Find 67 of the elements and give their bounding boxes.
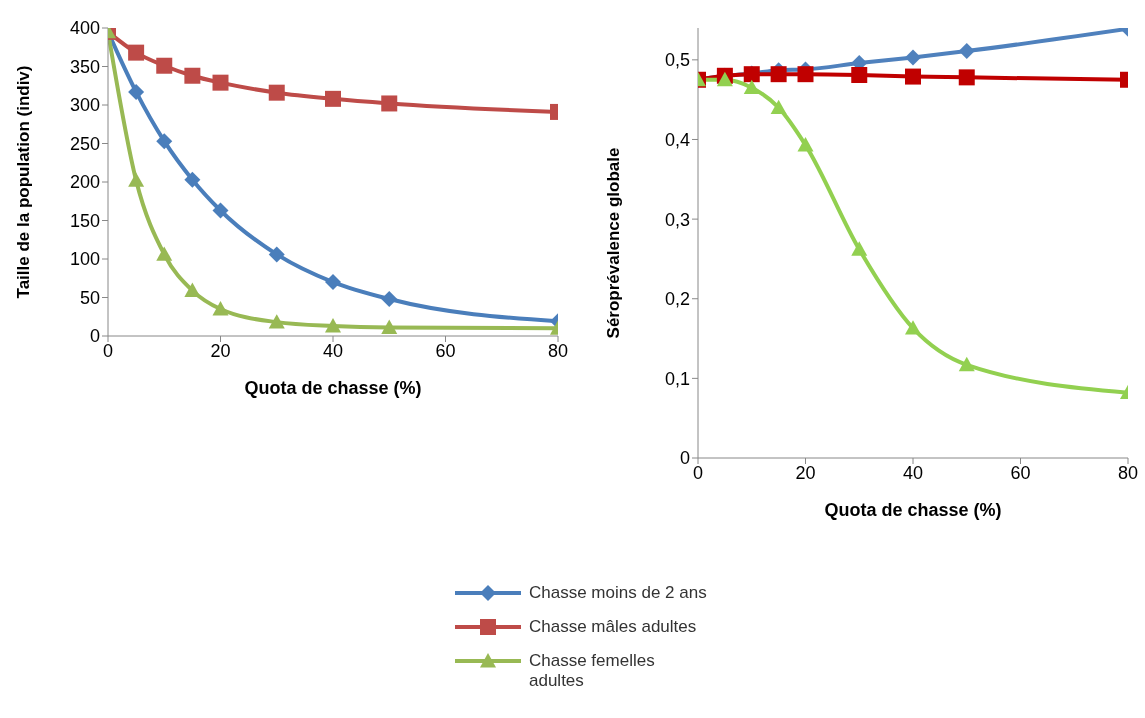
y-tick-label: 400 bbox=[69, 18, 100, 39]
point bbox=[905, 49, 921, 66]
y-tick-label: 0,5 bbox=[664, 50, 690, 71]
x-tick-label: 20 bbox=[795, 462, 816, 483]
point bbox=[212, 74, 229, 91]
y-tick-label: 0,2 bbox=[664, 289, 690, 310]
x-tick-label: 40 bbox=[322, 340, 344, 361]
point bbox=[716, 71, 733, 87]
x-axis-title: Quota de chasse (%) bbox=[824, 500, 1002, 520]
y-tick-label: 0,1 bbox=[664, 368, 690, 389]
point bbox=[184, 282, 201, 297]
point bbox=[905, 68, 921, 85]
point bbox=[958, 43, 975, 60]
point bbox=[743, 79, 760, 95]
point bbox=[381, 319, 398, 334]
x-tick-label: 0 bbox=[692, 462, 704, 483]
point bbox=[268, 314, 285, 329]
y-tick-label: 300 bbox=[69, 95, 100, 116]
x-tick-label: 60 bbox=[1010, 462, 1031, 483]
point bbox=[268, 246, 285, 263]
legend-label: Chasse femelles adultes bbox=[529, 651, 656, 691]
point bbox=[381, 95, 398, 112]
point bbox=[156, 57, 173, 74]
legend-label: Chasse moins de 2 ans bbox=[529, 583, 708, 603]
x-axis-title: Quota de chasse (%) bbox=[244, 378, 422, 398]
y-tick-label: 0 bbox=[89, 326, 100, 347]
point bbox=[128, 172, 145, 187]
point bbox=[268, 84, 285, 101]
y-tick-label: 250 bbox=[69, 133, 100, 154]
y-tick-label: 0 bbox=[679, 448, 690, 469]
x-tick-label: 20 bbox=[210, 340, 231, 361]
y-tick-label: 150 bbox=[69, 210, 100, 231]
point bbox=[325, 90, 341, 107]
y-tick-label: 200 bbox=[69, 172, 100, 193]
y-tick-label: 50 bbox=[79, 287, 100, 308]
point bbox=[156, 246, 173, 261]
point bbox=[770, 66, 787, 83]
point bbox=[325, 274, 341, 291]
y-axis-title: Séroprévalence globale bbox=[604, 147, 624, 339]
point bbox=[184, 67, 201, 84]
point bbox=[325, 317, 341, 333]
point bbox=[128, 44, 145, 61]
point bbox=[212, 301, 229, 316]
point bbox=[156, 133, 173, 150]
y-tick-label: 350 bbox=[69, 56, 100, 77]
point bbox=[851, 241, 868, 256]
point bbox=[381, 291, 398, 308]
point bbox=[128, 83, 145, 100]
y-tick-label: 0,3 bbox=[664, 209, 690, 230]
x-tick-label: 80 bbox=[1117, 462, 1139, 483]
point bbox=[958, 356, 975, 372]
point bbox=[797, 66, 814, 83]
point bbox=[958, 69, 975, 86]
point bbox=[212, 202, 229, 219]
x-tick-label: 60 bbox=[435, 340, 456, 361]
x-tick-label: 0 bbox=[102, 340, 114, 361]
x-tick-label: 40 bbox=[902, 462, 924, 483]
point bbox=[851, 66, 868, 83]
point bbox=[770, 99, 787, 115]
legend-label: Chasse mâles adultes bbox=[529, 617, 698, 637]
y-tick-label: 100 bbox=[69, 249, 100, 270]
y-tick-label: 0,4 bbox=[664, 129, 690, 150]
point bbox=[797, 137, 814, 152]
point bbox=[184, 171, 201, 188]
x-tick-label: 80 bbox=[547, 340, 569, 361]
y-axis-title: Taille de la population (indiv) bbox=[14, 65, 34, 299]
point bbox=[905, 320, 921, 335]
